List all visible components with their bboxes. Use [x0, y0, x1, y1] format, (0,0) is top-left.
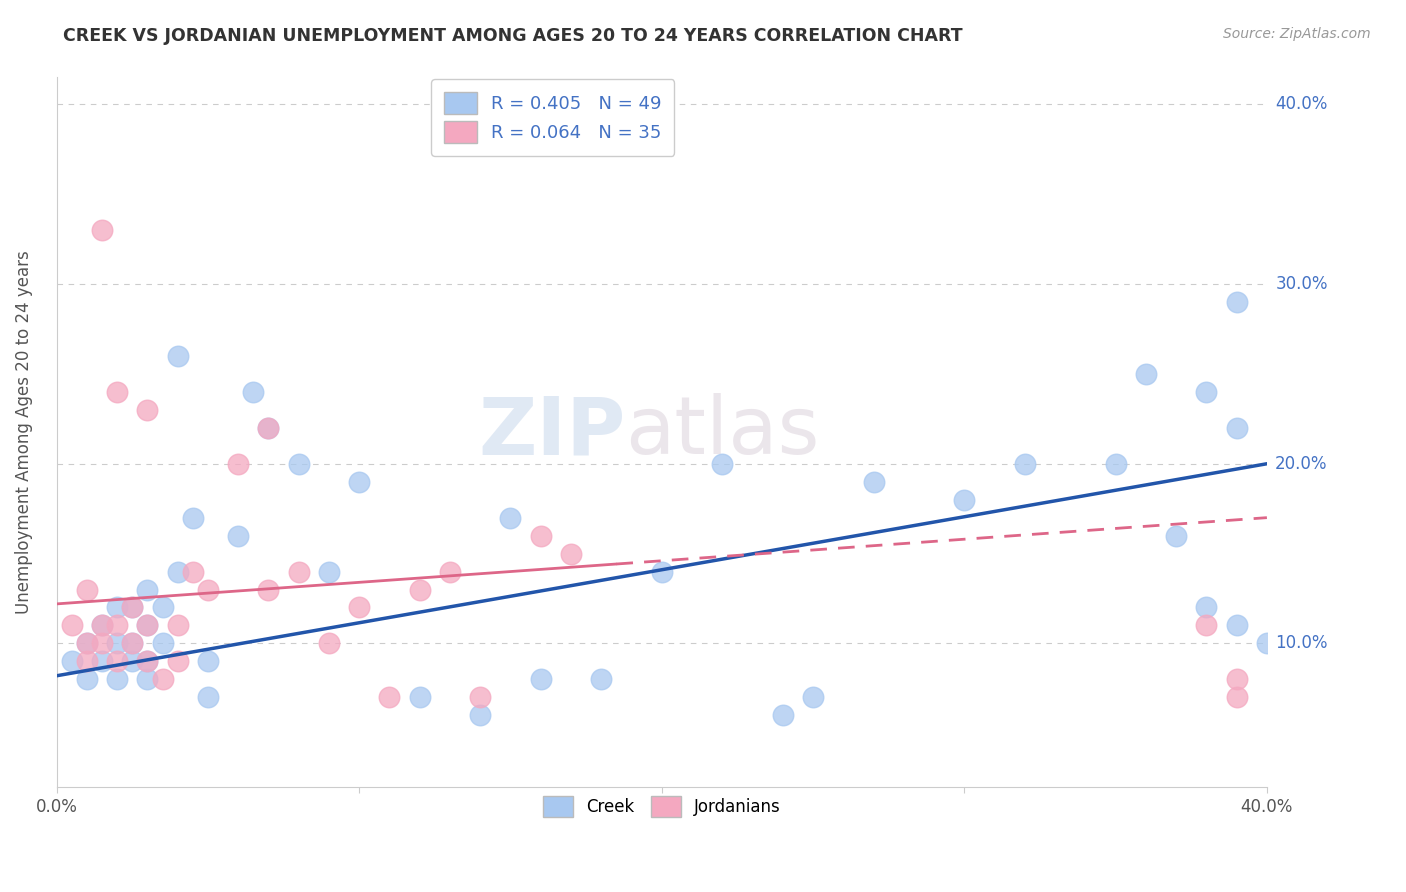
Text: 40.0%: 40.0% — [1275, 95, 1327, 113]
Point — [60, 618, 83, 632]
Point — [1195, 384, 1218, 399]
Point — [1195, 600, 1218, 615]
Point — [651, 565, 673, 579]
Point — [91, 223, 114, 237]
Point — [530, 673, 553, 687]
Point — [1195, 618, 1218, 632]
Point — [560, 547, 582, 561]
Point — [1226, 295, 1249, 310]
Point — [257, 421, 280, 435]
Point — [257, 582, 280, 597]
Point — [91, 654, 114, 668]
Point — [287, 457, 309, 471]
Legend: Creek, Jordanians: Creek, Jordanians — [534, 788, 789, 825]
Point — [347, 600, 370, 615]
Point — [772, 708, 794, 723]
Point — [257, 421, 280, 435]
Point — [76, 673, 98, 687]
Point — [121, 636, 143, 650]
Point — [136, 618, 159, 632]
Point — [470, 708, 492, 723]
Point — [242, 384, 264, 399]
Point — [60, 654, 83, 668]
Point — [347, 475, 370, 489]
Point — [197, 582, 219, 597]
Point — [105, 600, 128, 615]
Point — [76, 582, 98, 597]
Point — [136, 618, 159, 632]
Point — [591, 673, 613, 687]
Point — [121, 600, 143, 615]
Point — [862, 475, 884, 489]
Point — [378, 690, 401, 705]
Text: ZIP: ZIP — [478, 393, 626, 471]
Point — [1104, 457, 1126, 471]
Point — [1226, 618, 1249, 632]
Point — [166, 349, 188, 363]
Point — [76, 636, 98, 650]
Point — [105, 618, 128, 632]
Point — [409, 690, 432, 705]
Point — [470, 690, 492, 705]
Text: Source: ZipAtlas.com: Source: ZipAtlas.com — [1223, 27, 1371, 41]
Point — [1226, 690, 1249, 705]
Point — [409, 582, 432, 597]
Point — [136, 654, 159, 668]
Point — [152, 600, 174, 615]
Text: 30.0%: 30.0% — [1275, 275, 1327, 293]
Point — [1135, 367, 1157, 381]
Point — [91, 618, 114, 632]
Point — [121, 600, 143, 615]
Point — [91, 636, 114, 650]
Point — [287, 565, 309, 579]
Point — [1014, 457, 1036, 471]
Text: 20.0%: 20.0% — [1275, 455, 1327, 473]
Point — [76, 654, 98, 668]
Point — [197, 654, 219, 668]
Point — [166, 654, 188, 668]
Point — [76, 636, 98, 650]
Point — [1226, 673, 1249, 687]
Point — [226, 528, 249, 542]
Point — [105, 384, 128, 399]
Point — [499, 510, 522, 524]
Point — [152, 673, 174, 687]
Y-axis label: Unemployment Among Ages 20 to 24 years: Unemployment Among Ages 20 to 24 years — [15, 251, 32, 615]
Point — [226, 457, 249, 471]
Point — [1166, 528, 1188, 542]
Point — [318, 636, 340, 650]
Point — [121, 654, 143, 668]
Text: CREEK VS JORDANIAN UNEMPLOYMENT AMONG AGES 20 TO 24 YEARS CORRELATION CHART: CREEK VS JORDANIAN UNEMPLOYMENT AMONG AG… — [63, 27, 963, 45]
Point — [439, 565, 461, 579]
Point — [166, 565, 188, 579]
Point — [136, 582, 159, 597]
Point — [801, 690, 824, 705]
Point — [166, 618, 188, 632]
Point — [105, 654, 128, 668]
Point — [105, 636, 128, 650]
Point — [152, 636, 174, 650]
Text: 10.0%: 10.0% — [1275, 634, 1327, 652]
Point — [181, 510, 204, 524]
Point — [181, 565, 204, 579]
Point — [953, 492, 976, 507]
Point — [136, 673, 159, 687]
Point — [318, 565, 340, 579]
Point — [197, 690, 219, 705]
Point — [136, 402, 159, 417]
Text: atlas: atlas — [626, 393, 820, 471]
Point — [530, 528, 553, 542]
Point — [91, 618, 114, 632]
Point — [1226, 421, 1249, 435]
Point — [105, 673, 128, 687]
Point — [711, 457, 734, 471]
Point — [121, 636, 143, 650]
Point — [136, 654, 159, 668]
Point — [1256, 636, 1278, 650]
